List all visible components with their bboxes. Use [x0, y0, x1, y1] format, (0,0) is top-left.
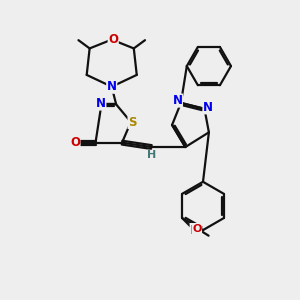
Text: N: N — [203, 101, 213, 114]
Text: H: H — [147, 150, 157, 160]
Text: O: O — [108, 33, 118, 46]
Text: O: O — [192, 224, 202, 234]
Text: N: N — [96, 97, 106, 110]
Text: F: F — [190, 224, 198, 237]
Text: N: N — [107, 80, 117, 93]
Text: S: S — [128, 116, 136, 128]
Text: O: O — [70, 136, 80, 148]
Text: N: N — [172, 94, 182, 107]
